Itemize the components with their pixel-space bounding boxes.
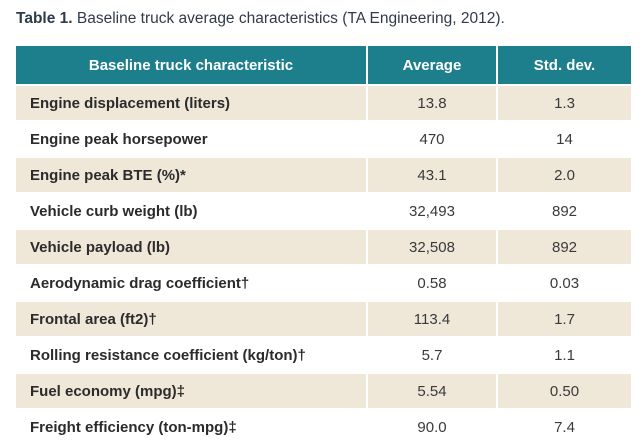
row-average: 5.7 — [368, 336, 498, 372]
row-characteristic: Aerodynamic drag coefficient† — [16, 264, 368, 300]
row-characteristic: Fuel economy (mpg)‡ — [16, 372, 368, 408]
row-average: 470 — [368, 120, 498, 156]
table-row: Vehicle curb weight (lb) 32,493 892 — [16, 192, 631, 228]
row-average: 13.8 — [368, 84, 498, 120]
table-row: Vehicle payload (lb) 32,508 892 — [16, 228, 631, 264]
table-row: Aerodynamic drag coefficient† 0.58 0.03 — [16, 264, 631, 300]
header-characteristic: Baseline truck characteristic — [16, 46, 368, 84]
row-characteristic: Engine peak BTE (%)* — [16, 156, 368, 192]
row-characteristic: Vehicle payload (lb) — [16, 228, 368, 264]
table-header-row: Baseline truck characteristic Average St… — [16, 46, 631, 84]
table-row: Rolling resistance coefficient (kg/ton)†… — [16, 336, 631, 372]
table-row: Engine peak BTE (%)* 43.1 2.0 — [16, 156, 631, 192]
baseline-truck-table: Baseline truck characteristic Average St… — [16, 46, 631, 444]
row-std-dev: 1.1 — [498, 336, 631, 372]
caption-label: Table 1. — [16, 10, 73, 27]
row-std-dev: 2.0 — [498, 156, 631, 192]
table-row: Freight efficiency (ton-mpg)‡ 90.0 7.4 — [16, 408, 631, 444]
header-average: Average — [368, 46, 498, 84]
table-row: Frontal area (ft2)† 113.4 1.7 — [16, 300, 631, 336]
row-characteristic: Engine peak horsepower — [16, 120, 368, 156]
row-std-dev: 892 — [498, 192, 631, 228]
row-average: 5.54 — [368, 372, 498, 408]
caption-text: Baseline truck average characteristics (… — [72, 10, 505, 27]
row-std-dev: 892 — [498, 228, 631, 264]
table-row: Engine displacement (liters) 13.8 1.3 — [16, 84, 631, 120]
row-std-dev: 1.3 — [498, 84, 631, 120]
row-characteristic: Rolling resistance coefficient (kg/ton)† — [16, 336, 368, 372]
table-caption: Table 1. Baseline truck average characte… — [16, 10, 505, 28]
row-average: 43.1 — [368, 156, 498, 192]
row-average: 32,493 — [368, 192, 498, 228]
row-std-dev: 0.50 — [498, 372, 631, 408]
table-row: Fuel economy (mpg)‡ 5.54 0.50 — [16, 372, 631, 408]
row-characteristic: Freight efficiency (ton-mpg)‡ — [16, 408, 368, 444]
row-std-dev: 14 — [498, 120, 631, 156]
row-characteristic: Vehicle curb weight (lb) — [16, 192, 368, 228]
row-std-dev: 1.7 — [498, 300, 631, 336]
row-characteristic: Engine displacement (liters) — [16, 84, 368, 120]
header-std-dev: Std. dev. — [498, 46, 631, 84]
row-std-dev: 7.4 — [498, 408, 631, 444]
row-average: 32,508 — [368, 228, 498, 264]
row-average: 0.58 — [368, 264, 498, 300]
row-characteristic: Frontal area (ft2)† — [16, 300, 368, 336]
row-std-dev: 0.03 — [498, 264, 631, 300]
row-average: 90.0 — [368, 408, 498, 444]
row-average: 113.4 — [368, 300, 498, 336]
table-row: Engine peak horsepower 470 14 — [16, 120, 631, 156]
